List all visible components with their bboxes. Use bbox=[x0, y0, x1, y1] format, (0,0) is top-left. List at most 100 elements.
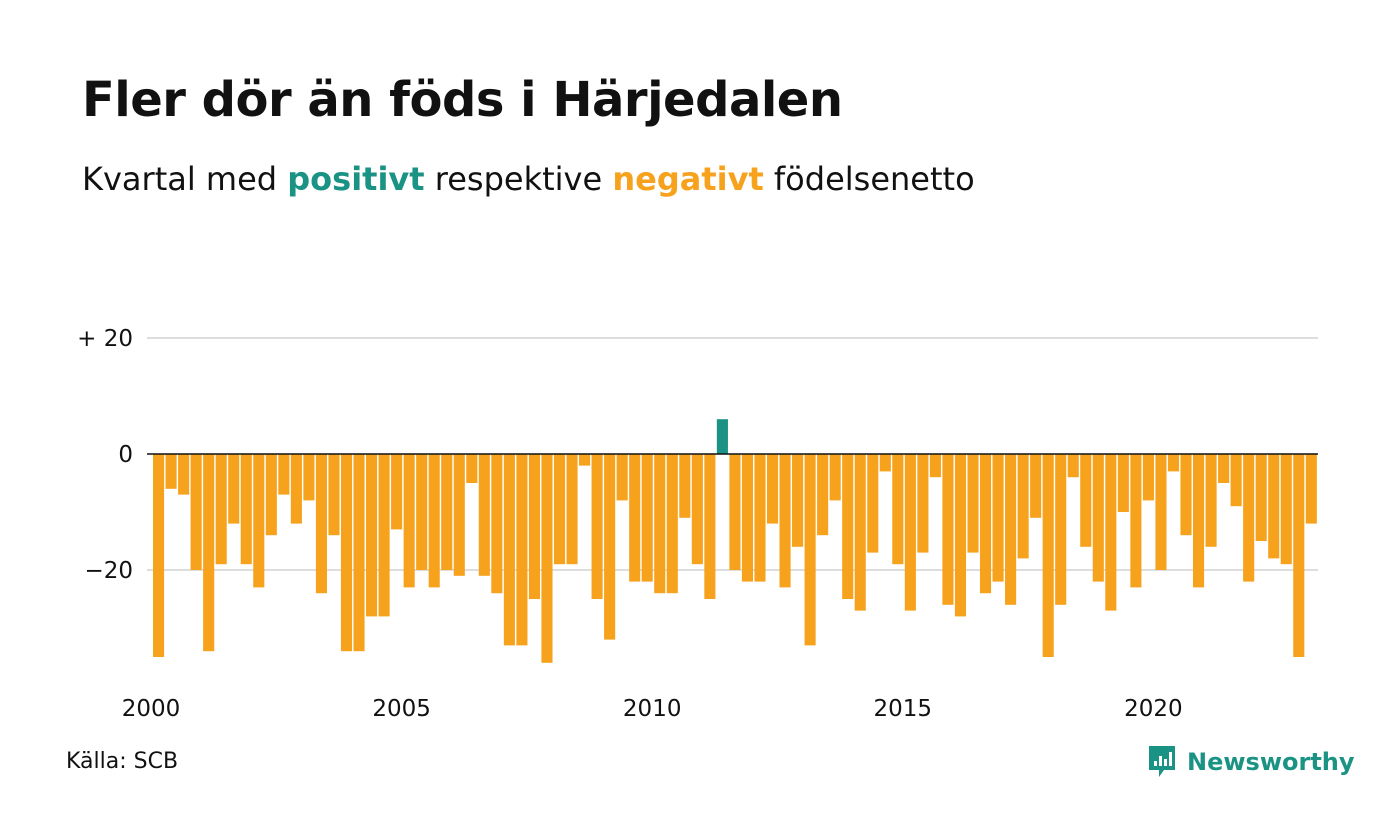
bar-negative bbox=[854, 454, 866, 611]
bar-negative bbox=[478, 454, 490, 576]
bar-negative bbox=[303, 454, 315, 501]
bar-negative bbox=[165, 454, 177, 489]
bar-negative bbox=[178, 454, 190, 495]
bar-negative bbox=[1192, 454, 1205, 588]
bar-negative bbox=[1142, 454, 1154, 501]
bar-negative bbox=[1293, 454, 1305, 657]
bar-negative bbox=[779, 454, 791, 588]
bar-negative bbox=[579, 454, 591, 466]
subtitle-text-middle: respektive bbox=[424, 160, 613, 198]
bar-negative bbox=[1305, 454, 1317, 524]
bar-negative bbox=[1280, 454, 1292, 565]
source-note: Källa: SCB bbox=[66, 749, 179, 774]
bar-negative bbox=[1255, 454, 1267, 541]
bar-negative bbox=[278, 454, 290, 495]
bar-negative bbox=[629, 454, 641, 582]
bar-negative bbox=[754, 454, 766, 582]
bar-negative bbox=[353, 454, 365, 652]
bar-negative bbox=[416, 454, 428, 570]
bar-negative bbox=[190, 454, 202, 570]
bar-negative bbox=[1218, 454, 1230, 483]
bar-negative bbox=[917, 454, 929, 553]
bar-negative bbox=[766, 454, 779, 524]
bar-negative bbox=[842, 454, 854, 599]
bar-negative bbox=[979, 454, 992, 594]
bar-negative bbox=[604, 454, 616, 640]
bar-negative bbox=[453, 454, 465, 576]
bar-negative bbox=[942, 454, 954, 605]
bar-negative bbox=[666, 454, 678, 594]
bar-positive bbox=[716, 419, 728, 454]
x-tick-label: 2020 bbox=[1124, 696, 1183, 722]
bar-negative bbox=[528, 454, 540, 599]
bar-negative bbox=[491, 454, 503, 594]
bar-negative bbox=[428, 454, 440, 588]
bar-negative bbox=[904, 454, 916, 611]
bar-negative bbox=[315, 454, 327, 594]
bar-negative bbox=[541, 454, 553, 663]
bar-negative bbox=[641, 454, 653, 582]
bar-negative bbox=[867, 454, 879, 553]
bar-negative bbox=[265, 454, 277, 536]
bar-negative bbox=[1117, 454, 1129, 512]
bar-negative bbox=[1042, 454, 1054, 657]
bar-negative bbox=[679, 454, 691, 518]
bar-negative bbox=[829, 454, 841, 501]
x-tick-label: 2010 bbox=[623, 696, 682, 722]
y-tick-label: −20 bbox=[84, 558, 133, 584]
x-tick-label: 2015 bbox=[874, 696, 933, 722]
bar-negative bbox=[391, 454, 403, 530]
bar-negative bbox=[1268, 454, 1280, 559]
bar-negative bbox=[516, 454, 528, 646]
bar-negative bbox=[441, 454, 453, 570]
bar-negative bbox=[1105, 454, 1117, 611]
bar-negative bbox=[792, 454, 804, 547]
bar-negative bbox=[1130, 454, 1142, 588]
bar-negative bbox=[1080, 454, 1092, 547]
bar-negative bbox=[616, 454, 628, 501]
bar-negative bbox=[1092, 454, 1104, 582]
x-tick-label: 2005 bbox=[372, 696, 431, 722]
bar-negative bbox=[741, 454, 754, 582]
bar-negative bbox=[691, 454, 703, 565]
bar-negative bbox=[253, 454, 265, 588]
bar-negative bbox=[1017, 454, 1029, 559]
y-tick-label: 0 bbox=[118, 442, 133, 468]
bar-negative bbox=[817, 454, 829, 536]
bar-negative bbox=[1180, 454, 1192, 536]
bar-negative bbox=[403, 454, 415, 588]
subtitle-positive-label: positivt bbox=[287, 160, 425, 198]
bar-negative bbox=[340, 454, 353, 652]
bar-negative bbox=[378, 454, 390, 617]
subtitle-text-before: Kvartal med bbox=[82, 160, 288, 198]
y-tick-label: + 20 bbox=[77, 326, 133, 352]
subtitle-text-after: födelsenetto bbox=[763, 160, 975, 198]
bars bbox=[153, 419, 1317, 663]
bar-negative bbox=[1205, 454, 1217, 547]
x-tick-label: 2000 bbox=[122, 696, 181, 722]
y-axis-labels: + 20 0 −20 bbox=[77, 326, 133, 584]
bar-negative bbox=[1055, 454, 1067, 605]
bar-negative bbox=[704, 454, 716, 599]
bar-chart-speech-bubble-icon bbox=[1149, 746, 1175, 777]
x-axis-labels: 2000 2005 2010 2015 2020 bbox=[122, 696, 1183, 722]
bar-negative bbox=[1230, 454, 1242, 507]
bar-negative bbox=[1155, 454, 1167, 570]
bar-negative bbox=[654, 454, 666, 594]
bar-negative bbox=[503, 454, 515, 646]
bar-negative bbox=[240, 454, 252, 565]
newsworthy-logo[interactable]: Newsworthy bbox=[1147, 742, 1355, 782]
brand-name: Newsworthy bbox=[1187, 748, 1355, 776]
bar-negative bbox=[553, 454, 566, 565]
bar-negative bbox=[466, 454, 478, 483]
bar-negative bbox=[153, 454, 165, 657]
bar-negative bbox=[328, 454, 340, 536]
bar-negative bbox=[892, 454, 904, 565]
bar-negative bbox=[215, 454, 227, 565]
bar-negative bbox=[228, 454, 240, 524]
bar-negative bbox=[879, 454, 891, 472]
bar-negative bbox=[566, 454, 578, 565]
chart-subtitle: Kvartal med positivt respektive negativt… bbox=[82, 160, 975, 198]
bar-negative bbox=[1030, 454, 1042, 518]
